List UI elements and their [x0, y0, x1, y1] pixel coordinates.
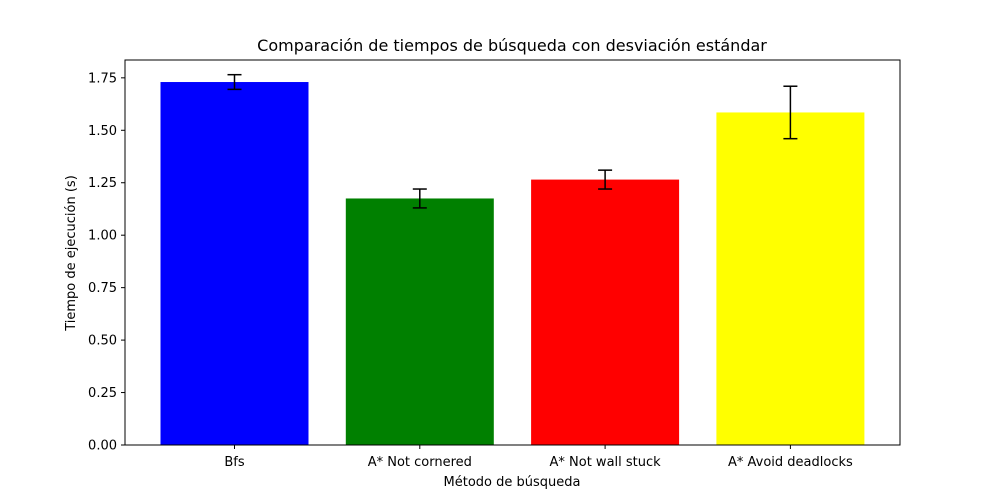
error-bars-layer [227, 73, 798, 209]
x-tick-label: Bfs [224, 455, 244, 470]
bar [345, 198, 494, 445]
x-tick-label: A* Avoid deadlocks [728, 455, 853, 470]
y-tick-label: 0.75 [88, 281, 117, 296]
y-axis: 0.00 0.25 0.50 0.75 1.00 1.25 1.50 1.75 [88, 71, 125, 454]
y-tick-label: 1.00 [88, 229, 117, 244]
y-tick-label: 0.50 [88, 334, 117, 349]
bar [716, 112, 865, 445]
y-tick-label: 0.25 [88, 386, 117, 401]
y-tick-label: 1.25 [88, 176, 117, 191]
plot-frame [124, 59, 901, 446]
chart-title: Comparación de tiempos de búsqueda con d… [257, 36, 767, 55]
bar [531, 179, 680, 445]
bars-layer [160, 82, 865, 446]
y-axis-label: Tiempo de ejecución (s) [64, 175, 79, 332]
bar [160, 82, 309, 446]
y-tick-label: 1.75 [88, 71, 117, 86]
x-axis-label: Método de búsqueda [444, 475, 581, 490]
y-tick-label: 1.50 [88, 124, 117, 139]
x-tick-label: A* Not wall stuck [550, 455, 662, 470]
x-tick-label: A* Not cornered [368, 455, 472, 470]
x-axis: Bfs A* Not cornered A* Not wall stuck A* Av… [224, 445, 853, 470]
y-tick-label: 0.00 [88, 439, 117, 454]
